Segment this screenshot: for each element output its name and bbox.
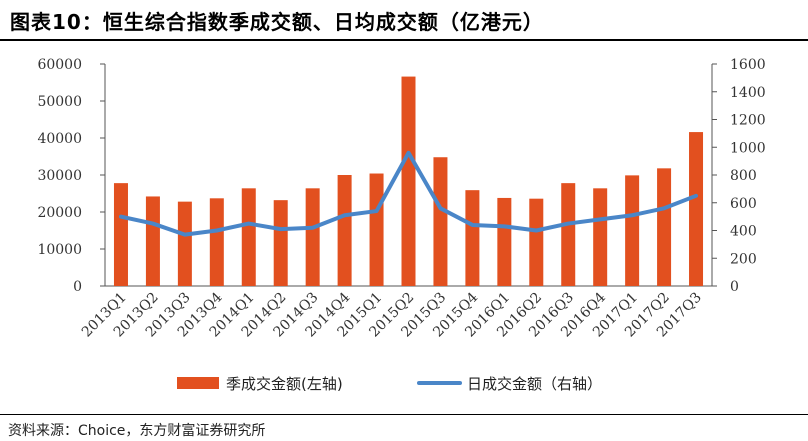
left-tick-label: 10000 [37, 242, 82, 258]
right-tick-label: 200 [730, 251, 757, 267]
bar-2014Q1 [241, 188, 256, 286]
bar-2015Q1 [369, 173, 384, 286]
footer-rule [0, 414, 808, 415]
chart-title: 图表10：恒生综合指数季成交额、日均成交额（亿港元） [10, 10, 544, 34]
bar-2016Q4 [593, 188, 608, 286]
bar-2016Q1 [497, 197, 512, 286]
left-tick-label: 50000 [37, 94, 82, 110]
bar-2014Q4 [337, 175, 352, 286]
source-note: 资料来源：Choice，东方财富证券研究所 [8, 423, 266, 439]
right-tick-label: 0 [730, 279, 739, 295]
right-tick-label: 1400 [730, 85, 766, 101]
right-tick-label: 600 [730, 196, 757, 212]
bar-2014Q2 [273, 200, 288, 286]
left-tick-label: 20000 [37, 205, 82, 221]
bar-2017Q3 [689, 132, 704, 286]
left-tick-label: 0 [73, 279, 82, 295]
left-tick-label: 40000 [37, 131, 82, 147]
bar-2017Q2 [657, 168, 672, 286]
legend-label-line: 日成交金额（右轴） [467, 375, 602, 393]
right-tick-label: 800 [730, 168, 757, 184]
bar-2013Q3 [177, 201, 192, 286]
bar-2016Q3 [561, 183, 576, 286]
bar-2015Q3 [433, 157, 448, 286]
bar-2015Q2 [401, 76, 416, 286]
bar-2017Q1 [625, 175, 640, 286]
right-tick-label: 400 [730, 224, 757, 240]
left-tick-label: 30000 [37, 168, 82, 184]
bar-2016Q2 [529, 198, 544, 286]
legend-swatch-bar [177, 377, 219, 389]
bar-2014Q3 [305, 188, 320, 286]
right-tick-label: 1600 [730, 57, 766, 73]
bar-2013Q2 [145, 196, 160, 286]
title-rule [0, 39, 808, 41]
bar-2013Q4 [209, 198, 224, 286]
right-tick-label: 1000 [730, 140, 766, 156]
bar-2013Q1 [113, 183, 128, 286]
left-tick-label: 60000 [37, 57, 82, 73]
legend-label-bar: 季成交金额(左轴) [226, 375, 343, 393]
chart-canvas: 0 10000 20000 30000 40000 50000 60000 0 200 400 6… [37, 57, 766, 393]
right-tick-label: 1200 [730, 113, 766, 129]
bar-2015Q4 [465, 190, 480, 286]
